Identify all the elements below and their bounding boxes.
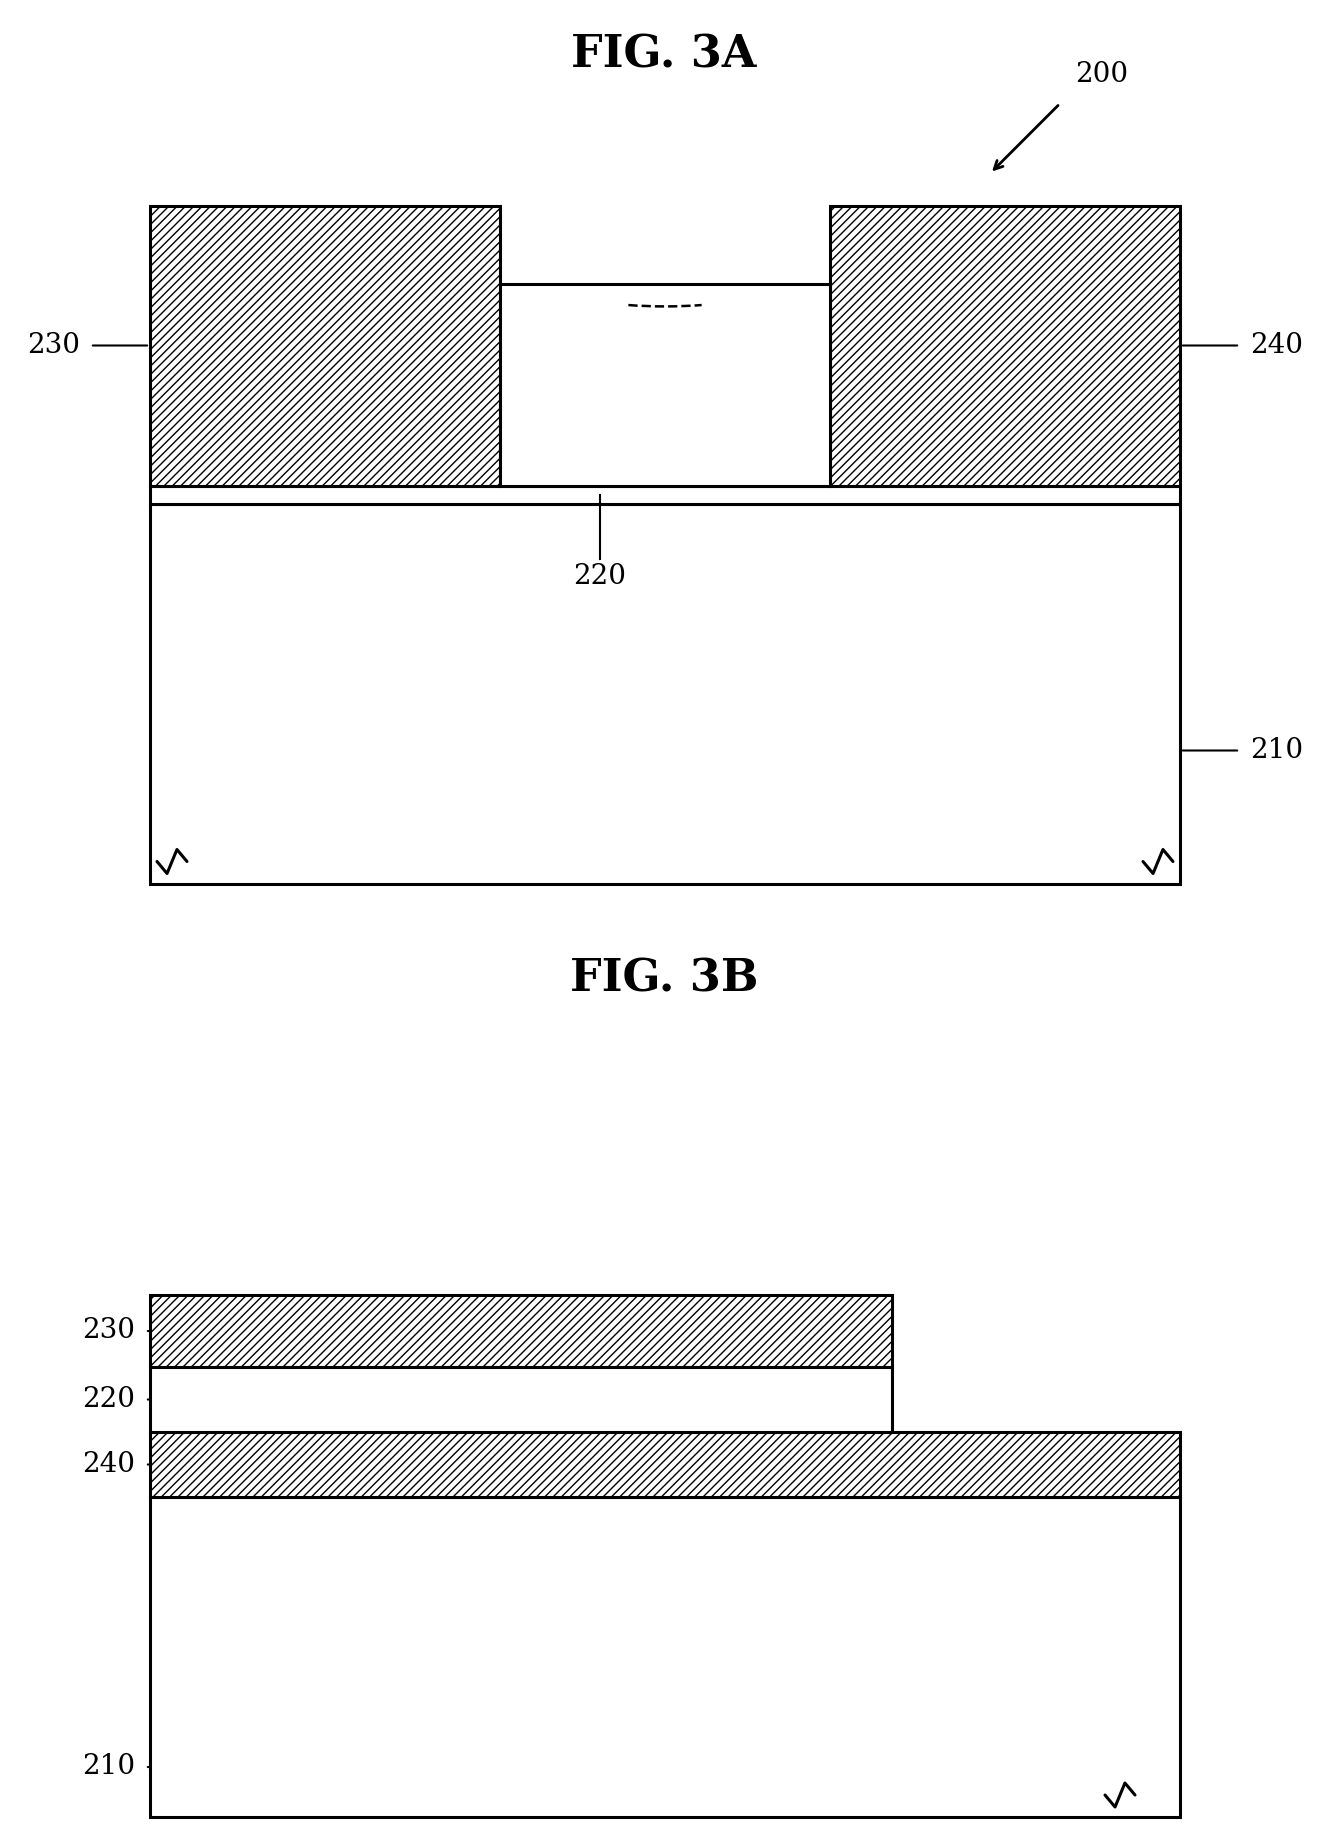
Bar [150,205,501,486]
Text: FIG. 3B: FIG. 3B [570,957,758,999]
Bar [830,205,1181,486]
Text: 240: 240 [1250,332,1303,358]
Bar [150,1431,1181,1498]
Text: 220: 220 [574,563,627,591]
Bar [150,1367,891,1431]
Bar [150,1295,891,1367]
Bar [150,486,1181,504]
Bar [150,1498,1181,1817]
Text: 200: 200 [1074,61,1127,89]
Text: FIG. 3A: FIG. 3A [571,33,757,76]
Text: 210: 210 [1250,737,1303,765]
Text: 230: 230 [27,332,80,358]
Text: 230: 230 [82,1317,135,1345]
Bar [150,504,1181,883]
Text: 220: 220 [82,1385,135,1413]
Bar [501,284,830,486]
Text: 240: 240 [82,1452,135,1478]
Text: 210: 210 [82,1753,135,1781]
